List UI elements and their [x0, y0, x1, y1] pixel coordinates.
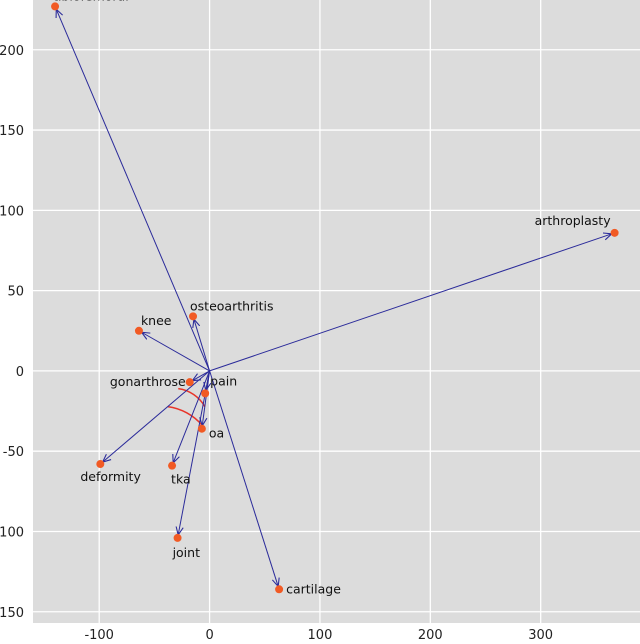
vector-gonarthrose [192, 370, 210, 381]
vectors [56, 9, 612, 586]
y-tick-label: -150 [0, 606, 24, 621]
y-tick-label: 100 [0, 204, 24, 219]
label-knee: knee [141, 313, 172, 328]
vector-tka [173, 370, 211, 463]
point-oa [197, 424, 206, 433]
x-tick-label: 100 [308, 628, 333, 643]
plot-area [33, 0, 640, 623]
point-pain [201, 389, 210, 398]
label-osteoarthritis: osteoarthritis [190, 298, 274, 313]
vector-deformity [103, 370, 210, 462]
y-tick-label: 200 [0, 44, 24, 59]
point-knee [134, 326, 143, 335]
y-tick-label: 50 [7, 285, 24, 300]
x-tick-label: -100 [84, 628, 114, 643]
label-joint: joint [172, 545, 201, 560]
point-joint [173, 533, 182, 542]
point-tka [168, 461, 177, 470]
label-gonarthrose: gonarthrose [110, 374, 186, 389]
vector-arthroplasty [209, 234, 612, 372]
vector-osteoarthritis [194, 319, 211, 372]
label-tka: tka [171, 472, 191, 487]
point-labels: tibiofemoral arthroplasty osteoarthritis kn… [53, 0, 611, 596]
y-tick-label: 0 [16, 365, 24, 380]
vector-joint [178, 370, 211, 535]
point-tibiofemoral [51, 2, 60, 11]
vector-cartilage [209, 370, 279, 587]
y-tick-label: -100 [0, 525, 24, 540]
y-tick-label: -50 [3, 445, 24, 460]
point-deformity [96, 460, 105, 469]
vector-tibiofemoral [56, 9, 211, 372]
x-tick-label: 300 [528, 628, 553, 643]
x-tick-label: 200 [418, 628, 443, 643]
point-gonarthrose [185, 378, 194, 387]
label-cartilage: cartilage [286, 581, 341, 596]
label-oa: oa [209, 426, 224, 441]
label-arthroplasty: arthroplasty [535, 213, 612, 228]
y-tick-label: 150 [0, 124, 24, 139]
data-points [51, 2, 619, 594]
grid [33, 0, 640, 623]
label-tibiofemoral: tibiofemoral [53, 0, 129, 3]
label-pain: pain [210, 373, 237, 388]
label-deformity: deformity [80, 469, 141, 484]
axis-ticks: -100 0 100 200 300 200 150 100 50 0 -50 -100 -150 [0, 44, 553, 643]
vector-knee [142, 332, 210, 372]
vector-oa [202, 370, 211, 426]
point-cartilage [275, 585, 284, 594]
point-arthroplasty [610, 228, 619, 237]
x-tick-label: 0 [205, 628, 213, 643]
point-osteoarthritis [189, 312, 198, 321]
